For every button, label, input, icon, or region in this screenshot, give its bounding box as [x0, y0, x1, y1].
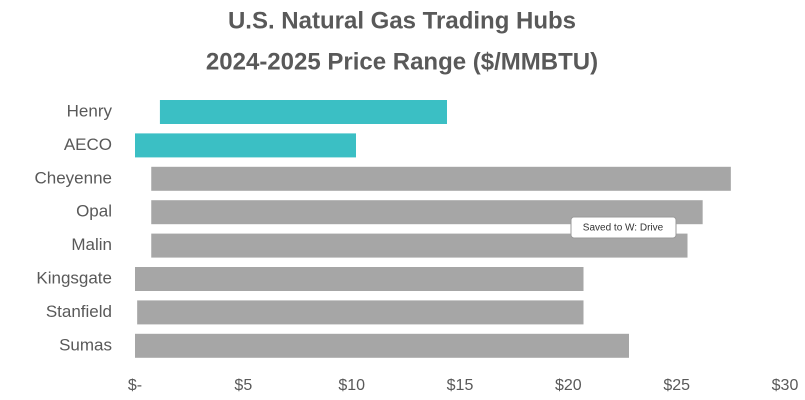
x-tick-label: $30 — [772, 377, 799, 394]
x-tick-label: $15 — [447, 377, 474, 394]
y-tick-label: Opal — [76, 202, 112, 221]
x-tick-label: $20 — [555, 377, 582, 394]
bar — [159, 100, 447, 124]
chart-subtitle: 2024-2025 Price Range ($/MMBTU) — [206, 48, 598, 75]
tooltip: Saved to W: Drive — [583, 223, 664, 234]
x-tick-label: $10 — [338, 377, 365, 394]
y-tick-label: Henry — [67, 101, 113, 120]
bar — [137, 300, 584, 325]
y-tick-label: Kingsgate — [36, 268, 112, 287]
bar — [135, 333, 629, 358]
bar — [135, 133, 356, 158]
x-tick-label: $25 — [663, 377, 690, 394]
y-tick-label: Stanfield — [46, 302, 112, 321]
y-tick-label: Sumas — [59, 335, 112, 354]
y-tick-label: Cheyenne — [34, 168, 112, 187]
y-tick-label: AECO — [64, 135, 112, 154]
x-tick-label: $5 — [234, 377, 252, 394]
bar — [151, 166, 731, 191]
tooltip-box — [570, 216, 677, 239]
bar — [135, 267, 584, 291]
y-tick-label: Malin — [71, 235, 112, 254]
x-tick-label: $- — [128, 377, 142, 394]
chart-title: U.S. Natural Gas Trading Hubs — [228, 7, 576, 34]
